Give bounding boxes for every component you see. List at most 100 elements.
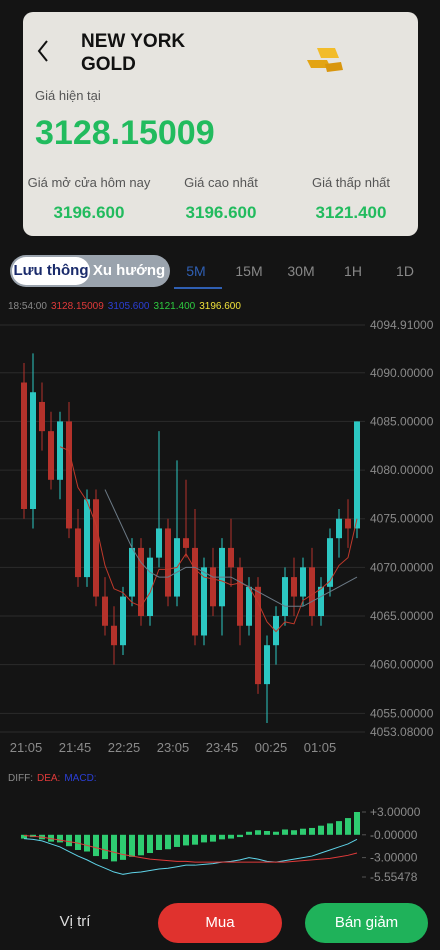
x-tick-label: 21:05 (10, 740, 43, 755)
candle-body (237, 567, 243, 626)
macd-bar (264, 830, 270, 835)
y-tick-label: 4070.00000 (370, 560, 434, 574)
position-button[interactable]: Vị trí (59, 913, 91, 930)
stat-value: 3121.400 (315, 203, 387, 222)
candle-body (66, 421, 72, 529)
macd-bar (228, 834, 234, 839)
candle-body (84, 499, 90, 578)
macd-bar (210, 834, 216, 842)
macd-tick-label: +3.00000 (370, 805, 421, 819)
active-underline (174, 287, 222, 289)
x-tick-label: 23:05 (157, 740, 190, 755)
macd-tick-label: -0.00000 (370, 828, 418, 842)
moving-average (104, 489, 358, 607)
y-tick-label: 4053.08000 (370, 725, 434, 739)
interval-tab[interactable]: 30M (287, 263, 315, 279)
legend-item: 18:54:00 (8, 301, 47, 312)
buy-button[interactable]: Mua (158, 903, 282, 943)
macd-bar (336, 821, 342, 835)
candle-body (21, 382, 27, 509)
x-tick-label: 23:45 (206, 740, 239, 755)
candle-body (345, 518, 351, 529)
candle-body (300, 567, 306, 597)
x-tick-label: 00:25 (255, 740, 288, 755)
candle-body (192, 547, 198, 636)
macd-bar (201, 834, 207, 843)
macd-bar (246, 831, 252, 835)
moving-average (59, 446, 358, 633)
macd-bar (57, 834, 63, 843)
stat-label: Giá cao nhất (184, 175, 258, 190)
legend-item: 3121.400 (154, 301, 196, 312)
candle-body (336, 518, 342, 539)
mode-toggle: Lưu thông Xu hướng (10, 255, 170, 287)
candle-body (30, 392, 36, 509)
macd-bar (237, 834, 243, 838)
macd-bar (255, 830, 261, 835)
current-price: 3128.15009 (35, 114, 215, 152)
macd-bar (93, 834, 99, 857)
candle-body (48, 431, 54, 480)
candle-body (129, 547, 135, 597)
candle-body (201, 567, 207, 636)
legend-item: 3128.15009 (51, 301, 104, 312)
macd-bar (102, 834, 108, 860)
candle-body (93, 499, 99, 597)
macd-bar (345, 818, 351, 835)
macd-bar (84, 834, 90, 852)
interval-tab[interactable]: 15M (235, 263, 263, 279)
macd-bar (156, 834, 162, 850)
macd-bar (165, 834, 171, 850)
macd-bar (192, 834, 198, 845)
candle-body (264, 645, 270, 685)
candle-body (228, 547, 234, 568)
summary-card: NEW YORK GOLD Giá hiện tại 3128.15009 Gi… (23, 12, 418, 236)
macd-legend: DIFF: (8, 773, 33, 784)
macd-bar (174, 834, 180, 847)
sell-button[interactable]: Bán giảm (305, 903, 428, 943)
y-tick-label: 4085.00000 (370, 414, 434, 428)
candle-body (147, 557, 153, 617)
interval-tab[interactable]: 1H (344, 263, 362, 279)
y-tick-label: 4075.00000 (370, 512, 434, 526)
back-button[interactable] (35, 38, 51, 64)
macd-line (23, 835, 358, 863)
stat-label: Giá mở cửa hôm nay (27, 175, 151, 190)
candle-body (156, 528, 162, 558)
macd-bar (318, 825, 324, 835)
macd-bar (66, 834, 72, 847)
macd-bar (282, 829, 288, 835)
y-tick-label: 4055.00000 (370, 706, 434, 720)
macd-bar (75, 834, 81, 850)
price-chart: 18:54:00 3128.15009 3105.600 3121.400 3196.6… (0, 301, 434, 884)
mode-tab[interactable]: Lưu thông (12, 257, 90, 285)
interval-tab[interactable]: 1D (396, 263, 414, 279)
macd-bar (183, 834, 189, 846)
y-tick-label: 4094.91000 (370, 318, 434, 332)
gold-icon (307, 48, 343, 72)
macd-bar (219, 834, 225, 840)
candle-body (309, 567, 315, 617)
stat-value: 3196.600 (185, 203, 257, 222)
candle-body (111, 625, 117, 646)
macd-bar (291, 830, 297, 835)
macd-bar (21, 834, 27, 839)
macd-bar (327, 823, 333, 835)
x-tick-label: 22:25 (108, 740, 141, 755)
macd-tick-label: -5.55478 (370, 870, 418, 884)
macd-tick-label: -3.00000 (370, 851, 418, 865)
y-tick-label: 4080.00000 (370, 463, 434, 477)
candle-body (102, 596, 108, 626)
candle-body (210, 567, 216, 607)
macd-legend: MACD: (64, 773, 96, 784)
macd-bar (300, 828, 306, 835)
candle-body (291, 577, 297, 597)
macd-bar (147, 834, 153, 854)
mode-tab[interactable]: Xu hướng (92, 262, 166, 279)
interval-tab[interactable]: 5M (186, 263, 206, 279)
macd-bar (273, 831, 279, 835)
macd-bar (138, 834, 144, 856)
title: NEW YORK GOLD (81, 31, 186, 75)
x-tick-label: 01:05 (304, 740, 337, 755)
